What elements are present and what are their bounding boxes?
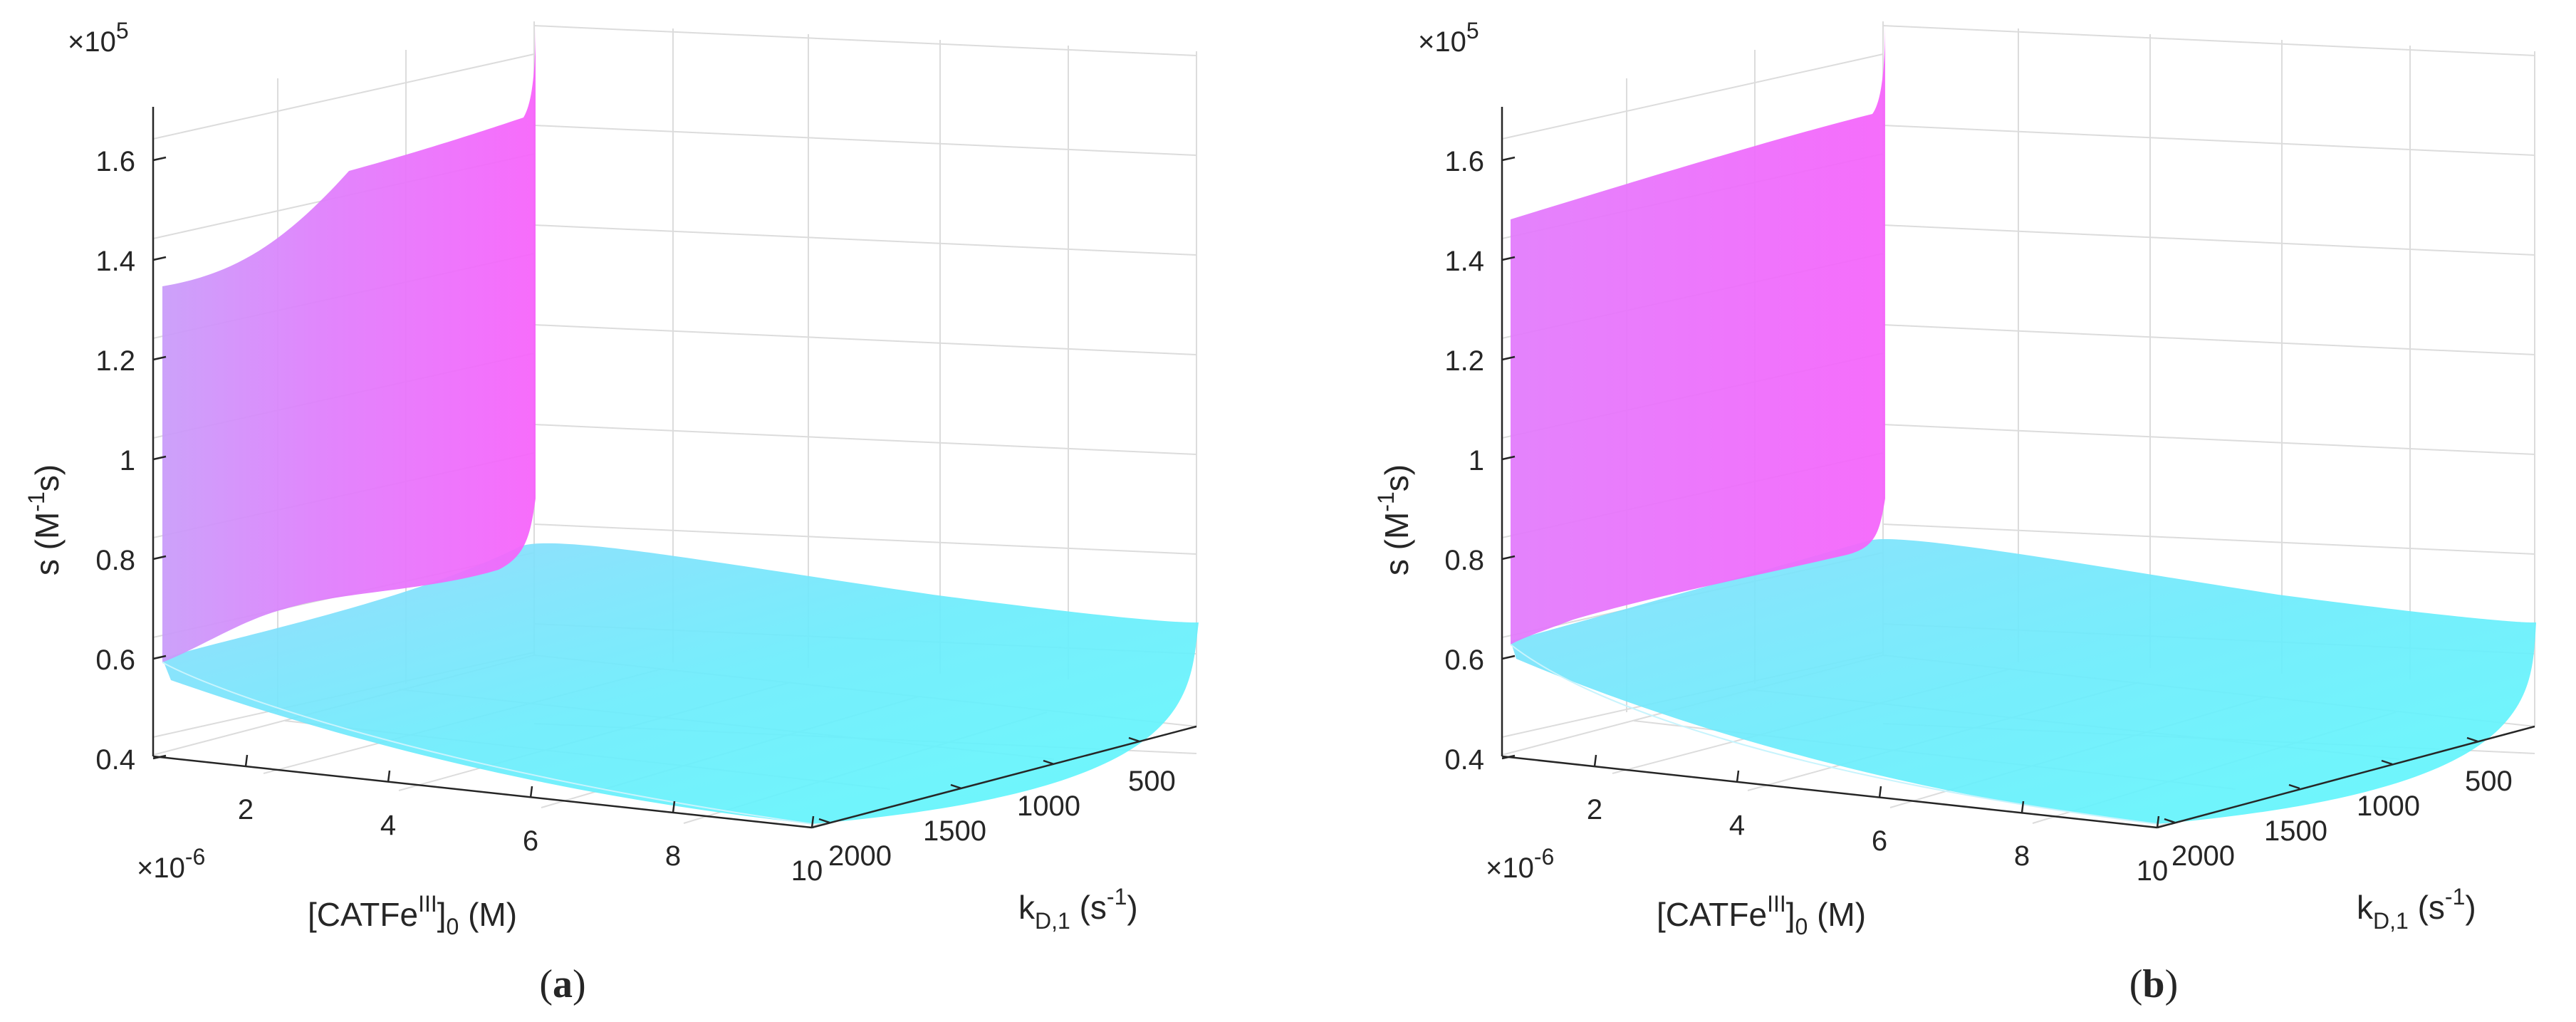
surface-floor-cyan-a	[162, 543, 1199, 824]
z-tick-label: 1	[1469, 445, 1484, 476]
y-tick-label: 500	[1128, 766, 1176, 797]
axes-b	[1501, 107, 2535, 829]
x-ticks-a	[244, 754, 815, 828]
x-ticks-b	[1593, 754, 2160, 828]
z-tick-label: 0.6	[1444, 645, 1484, 676]
surface-edge-a	[162, 662, 813, 825]
z-tick-label: 0.8	[95, 545, 135, 576]
z-tick-label: 0.8	[1444, 545, 1484, 576]
surface-wall-magenta-a	[162, 21, 536, 662]
y-tick-label: 2000	[828, 840, 892, 872]
x-tick-label: 6	[523, 825, 538, 857]
surface-wall-magenta-b	[1511, 21, 1885, 645]
caption-a: (a)	[539, 962, 585, 1006]
x-tick-label: 10	[791, 855, 823, 887]
x-tick-labels-a: 2 4 6 8 10	[238, 794, 823, 887]
z-tick-label: 1.4	[1444, 246, 1484, 277]
surface-edge-b	[1510, 644, 2158, 825]
z-tick-label: 1.2	[95, 345, 135, 377]
x-tick-label: 6	[1872, 825, 1887, 857]
x-tick-label: 10	[2137, 855, 2169, 887]
surface-a	[162, 21, 1199, 825]
y-axis-label-b: kD,1 (s-1)	[2357, 884, 2476, 934]
x-axis-label-a: [CATFeIII]0 (M)	[308, 891, 517, 939]
surface-chart-a: 0.4 0.6 0.8 1 1.2 1.4 1.6 ×105 2 4 6 8 1…	[24, 18, 1199, 1006]
z-axis-label-a: s (M-1s)	[24, 464, 66, 575]
z-tick-label: 1.4	[95, 246, 135, 277]
x-axis-label-b: [CATFeIII]0 (M)	[1657, 891, 1866, 939]
z-axis-label-b: s (M-1s)	[1373, 464, 1415, 575]
z-tick-label: 0.6	[95, 645, 135, 676]
z-tick-label: 1	[120, 445, 135, 476]
z-tick-labels-a: 0.4 0.6 0.8 1 1.2 1.4 1.6	[95, 146, 135, 776]
panel-a: 0.4 0.6 0.8 1 1.2 1.4 1.6 ×105 2 4 6 8 1…	[24, 18, 1199, 1006]
y-tick-label: 1500	[2264, 815, 2327, 847]
panel-b: 0.4 0.6 0.8 1 1.2 1.4 1.6 ×105 2 4 6 8 1…	[1288, 0, 2576, 1022]
z-tick-labels-b: 0.4 0.6 0.8 1 1.2 1.4 1.6	[1444, 146, 1484, 776]
z-ticks-a	[152, 156, 167, 760]
caption-b: (b)	[2129, 962, 2178, 1006]
y-ticks-a	[818, 736, 1140, 824]
z-tick-label: 0.4	[95, 744, 135, 776]
x-tick-label: 4	[1729, 810, 1745, 841]
z-tick-label: 1.6	[1444, 146, 1484, 177]
z-exponent-b: ×105	[1418, 18, 1479, 58]
z-tick-label: 0.4	[1444, 744, 1484, 776]
x-tick-label: 2	[1587, 794, 1602, 825]
x-tick-label: 2	[238, 794, 254, 825]
z-tick-label: 1.2	[1444, 345, 1484, 377]
y-tick-label: 500	[2465, 766, 2513, 797]
z-exponent-a: ×105	[68, 18, 129, 58]
y-ticks-b	[2164, 736, 2478, 824]
y-tick-label: 1500	[923, 815, 986, 847]
y-tick-label: 2000	[2171, 840, 2235, 872]
surface-floor-cyan-b	[1511, 539, 2536, 824]
y-tick-label: 1000	[2357, 791, 2420, 822]
x-tick-label: 8	[665, 840, 681, 872]
y-tick-labels-a: 500 1000 1500 2000	[828, 766, 1176, 872]
surface-chart-b: 0.4 0.6 0.8 1 1.2 1.4 1.6 ×105 2 4 6 8 1…	[1373, 18, 2536, 1006]
x-exponent-a: ×10-6	[137, 844, 205, 884]
y-tick-labels-b: 500 1000 1500 2000	[2171, 766, 2513, 872]
y-tick-label: 1000	[1017, 791, 1080, 822]
surface-b	[1510, 21, 2536, 825]
x-tick-label: 4	[380, 810, 396, 841]
y-axis-label-a: kD,1 (s-1)	[1018, 884, 1138, 934]
x-tick-labels-b: 2 4 6 8 10	[1587, 794, 2168, 887]
z-ticks-b	[1501, 156, 1516, 760]
x-exponent-b: ×10-6	[1486, 844, 1554, 884]
x-tick-label: 8	[2014, 840, 2030, 872]
z-tick-label: 1.6	[95, 146, 135, 177]
axes-a	[152, 107, 1197, 829]
